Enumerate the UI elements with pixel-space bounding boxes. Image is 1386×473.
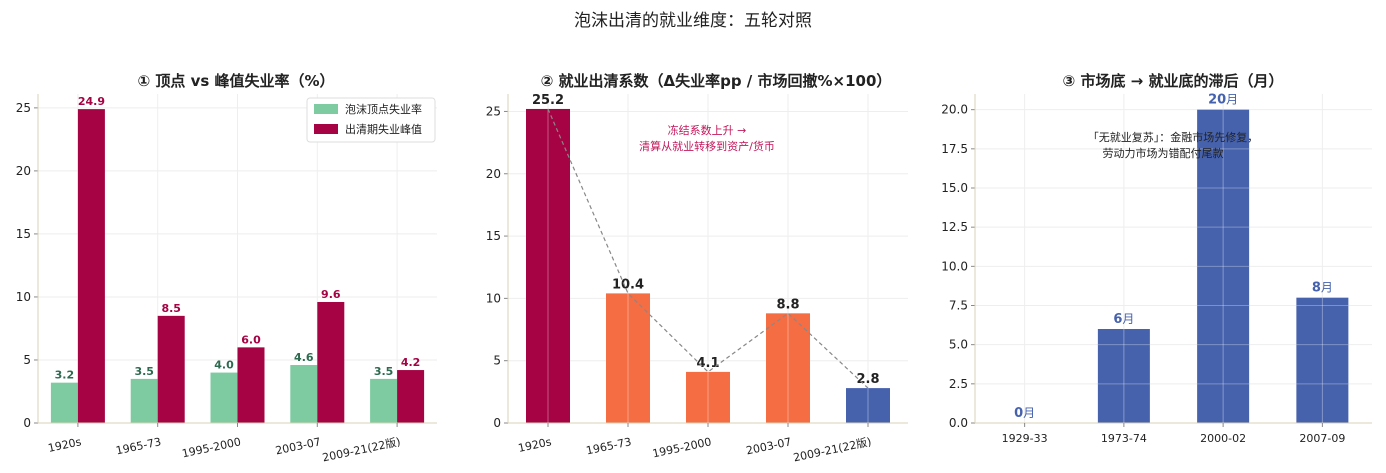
bar-coefficient-3 bbox=[766, 313, 810, 423]
y-tick-label: 15 bbox=[16, 227, 31, 241]
bar-value-label: 10.4 bbox=[612, 277, 644, 292]
bar-peak-4 bbox=[397, 370, 425, 423]
bar-peak-0 bbox=[77, 109, 105, 423]
panel-1-bars: 3.2 24.9 3.5 8.5 4.0 6.0 4.6 9.6 3.5 4.2 bbox=[50, 95, 425, 423]
x-tick-label: 2000-02 bbox=[1200, 432, 1246, 445]
panel-3-annotation-line-2: 劳动力市场为错配付尾款 bbox=[1103, 146, 1224, 160]
bar-value-label: 3.5 bbox=[374, 365, 394, 378]
bar-value-label: 3.5 bbox=[134, 365, 154, 378]
bar-value-label: 20月 bbox=[1208, 93, 1238, 108]
bar-value-label: 25.2 bbox=[532, 93, 564, 108]
bar-lag-2 bbox=[1197, 109, 1250, 424]
panel-3-bars: 0月 6月 20月 8月 bbox=[1014, 93, 1349, 424]
x-tick-label: 1973-74 bbox=[1101, 432, 1147, 445]
bar-coefficient-4 bbox=[846, 388, 890, 423]
x-tick-label: 2003-07 bbox=[274, 435, 322, 457]
bar-coefficient-2 bbox=[686, 371, 730, 423]
panel-3: ③ 市场底 → 就业底的滞后（月） 0月 6月 20月 8月 0.0 2.5 5.0 7.5… bbox=[941, 72, 1372, 445]
y-tick-label: 10 bbox=[486, 291, 501, 305]
panel-2-annotation: 冻结系数上升 → 清算从就业转移到资产/货币 bbox=[639, 123, 775, 153]
legend-frame bbox=[306, 97, 436, 143]
legend-label-peak-unemployment: 出清期失业峰值 bbox=[345, 122, 422, 136]
y-tick-label: 15 bbox=[486, 229, 501, 243]
x-tick-label: 1929-33 bbox=[1002, 432, 1048, 445]
y-tick-label: 10 bbox=[16, 290, 31, 304]
panel-1-legend: 泡沫顶点失业率 出清期失业峰值 bbox=[306, 97, 436, 143]
x-tick-label: 2003-07 bbox=[745, 435, 793, 457]
bar-value-label: 3.2 bbox=[55, 369, 75, 382]
trend-line bbox=[547, 108, 869, 389]
x-tick-label: 2009-21(22版) bbox=[792, 434, 873, 464]
bar-peak-3 bbox=[317, 301, 345, 423]
y-tick-label: 10.0 bbox=[941, 259, 968, 273]
x-tick-label: 1995-2000 bbox=[181, 435, 242, 460]
y-tick-label: 0.0 bbox=[949, 416, 968, 430]
bar-top-0 bbox=[50, 382, 78, 423]
legend-swatch-peak-unemployment bbox=[314, 124, 338, 134]
panel-3-axes: 0.0 2.5 5.0 7.5 10.0 12.5 15.0 17.5 20.0 1929-33 1… bbox=[941, 94, 1372, 445]
panel-3-annotation: 「无就业复苏」：金融市场先修复， 劳动力市场为错配付尾款 bbox=[1088, 130, 1259, 160]
bar-value-label: 8.8 bbox=[776, 297, 799, 312]
x-tick-label: 1965-73 bbox=[585, 435, 633, 457]
bar-coefficient-1 bbox=[606, 293, 650, 423]
bar-lag-1 bbox=[1097, 329, 1150, 423]
panel-2-title: ② 就业出清系数（Δ失业率pp / 市场回撤%×100） bbox=[541, 72, 892, 90]
y-tick-label: 25 bbox=[16, 101, 31, 115]
bar-value-label: 6月 bbox=[1113, 312, 1134, 327]
y-tick-label: 0 bbox=[23, 416, 31, 430]
y-tick-label: 12.5 bbox=[941, 220, 968, 234]
x-tick-label: 1920s bbox=[517, 435, 553, 455]
y-tick-label: 0 bbox=[493, 416, 501, 430]
bar-value-label: 6.0 bbox=[241, 333, 261, 346]
panel-2: ② 就业出清系数（Δ失业率pp / 市场回撤%×100） 25.2 10.4 4.1… bbox=[486, 72, 908, 464]
y-tick-label: 7.5 bbox=[949, 299, 968, 313]
bar-value-label: 24.9 bbox=[78, 95, 105, 108]
bar-peak-1 bbox=[157, 315, 185, 423]
bar-value-label: 4.1 bbox=[696, 356, 719, 371]
y-tick-label: 20.0 bbox=[941, 103, 968, 117]
figure-title: 泡沫出清的就业维度：五轮对照 bbox=[574, 11, 812, 31]
panel-2-bars: 25.2 10.4 4.1 8.8 2.8 bbox=[526, 93, 890, 424]
bar-top-1 bbox=[130, 378, 158, 423]
bar-coefficient-0 bbox=[526, 108, 570, 424]
bar-value-label: 8.5 bbox=[161, 302, 181, 315]
y-tick-label: 2.5 bbox=[949, 377, 968, 391]
y-tick-label: 5 bbox=[493, 354, 501, 368]
bar-value-label: 0月 bbox=[1014, 406, 1035, 421]
bar-value-label: 2.8 bbox=[856, 372, 879, 387]
legend-swatch-top-unemployment bbox=[314, 104, 338, 114]
bar-peak-2 bbox=[237, 347, 265, 423]
bar-value-label: 4.2 bbox=[401, 356, 421, 369]
bar-value-label: 9.6 bbox=[321, 288, 341, 301]
bar-value-label: 4.6 bbox=[294, 351, 314, 364]
bar-lag-3 bbox=[1296, 297, 1349, 423]
y-tick-label: 25 bbox=[486, 104, 501, 118]
x-tick-label: 2009-21(22版) bbox=[321, 434, 402, 464]
bar-value-label: 4.0 bbox=[214, 359, 234, 372]
x-tick-label: 1965-73 bbox=[115, 435, 163, 457]
y-tick-label: 20 bbox=[16, 164, 31, 178]
x-tick-label: 2007-09 bbox=[1299, 432, 1345, 445]
legend-label-top-unemployment: 泡沫顶点失业率 bbox=[345, 102, 422, 116]
bar-top-4 bbox=[370, 378, 398, 423]
panel-1-title: ① 顶点 vs 峰值失业率（%） bbox=[137, 72, 334, 90]
panel-1: ① 顶点 vs 峰值失业率（%） 3.2 24.9 3.5 8.5 4.0 6.0 4.6 9… bbox=[16, 72, 437, 464]
x-tick-label: 1920s bbox=[47, 435, 83, 455]
bar-value-label: 8月 bbox=[1312, 281, 1333, 296]
panel-2-annotation-line-2: 清算从就业转移到资产/货币 bbox=[639, 139, 775, 153]
y-tick-label: 15.0 bbox=[941, 181, 968, 195]
y-tick-label: 5.0 bbox=[949, 338, 968, 352]
x-tick-label: 1995-2000 bbox=[651, 435, 712, 460]
y-tick-label: 5 bbox=[23, 353, 31, 367]
bar-top-2 bbox=[210, 372, 238, 423]
y-tick-label: 17.5 bbox=[941, 142, 968, 156]
panel-2-annotation-line-1: 冻结系数上升 → bbox=[668, 123, 747, 137]
panel-3-annotation-line-1: 「无就业复苏」：金融市场先修复， bbox=[1088, 130, 1259, 144]
y-tick-label: 20 bbox=[486, 167, 501, 181]
bar-top-3 bbox=[290, 365, 318, 423]
panel-3-title: ③ 市场底 → 就业底的滞后（月） bbox=[1063, 72, 1284, 90]
